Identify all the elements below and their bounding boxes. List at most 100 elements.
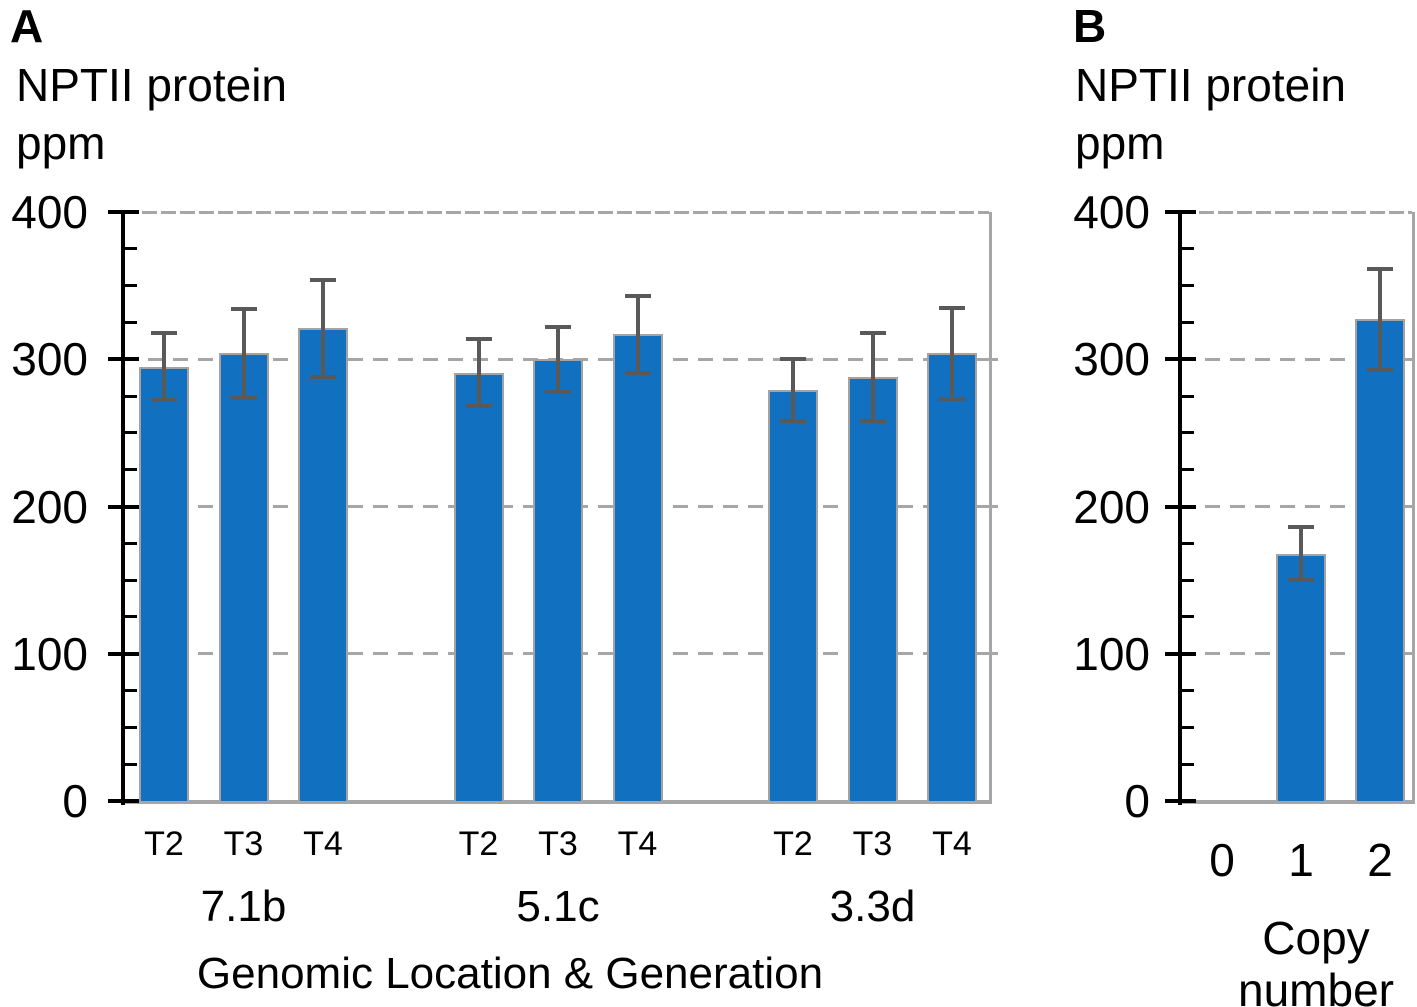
error-bar-line (870, 332, 875, 422)
y-axis-tick-label-0: 0 (1124, 775, 1150, 827)
y-axis-minor-tick-325 (1180, 320, 1194, 324)
panel-a-y-axis-title-line2: ppm (16, 117, 106, 169)
y-axis-major-tick-100 (108, 651, 139, 656)
error-bar-cap-top (624, 293, 651, 298)
y-axis-major-tick-200 (1165, 504, 1196, 509)
panel-b-x-tick-label-2: 2 (1367, 834, 1393, 886)
y-axis-minor-tick-150 (123, 578, 137, 582)
y-axis-minor-tick-375 (123, 247, 137, 251)
y-axis-minor-tick-350 (123, 284, 137, 288)
bar (768, 390, 818, 801)
error-bar-line (321, 279, 325, 377)
y-axis-minor-tick-50 (123, 725, 137, 729)
y-axis-major-tick-0 (108, 799, 139, 803)
error-bar-line (1378, 269, 1382, 370)
y-axis-minor-tick-125 (1180, 615, 1194, 619)
x-axis-tick-label-7.1b-T3: T3 (223, 825, 264, 863)
bar (1276, 553, 1326, 801)
bar (1355, 319, 1405, 801)
y-axis-tick-label-400: 400 (11, 186, 88, 238)
error-bar-line (162, 332, 166, 401)
bar (298, 328, 348, 801)
error-bar-cap-bottom (151, 398, 177, 403)
panel-b-x-tick-label-1: 1 (1288, 834, 1314, 886)
x-axis-tick-label-3.3d-T2: T2 (773, 825, 813, 863)
error-bar-line (1299, 527, 1303, 581)
y-axis-minor-tick-250 (1180, 431, 1194, 435)
x-axis-tick-label-3.3d-T4: T4 (932, 825, 972, 863)
y-axis-tick-label-100: 100 (1073, 627, 1150, 680)
bar (612, 334, 663, 801)
error-bar-cap-bottom (465, 404, 492, 409)
gridline-300 (1180, 357, 1412, 361)
y-axis-minor-tick-275 (123, 394, 137, 398)
y-axis-major-tick-200 (108, 504, 139, 509)
bar (139, 366, 189, 801)
y-axis-major-tick-300 (1165, 357, 1196, 362)
y-axis-minor-tick-175 (123, 541, 137, 545)
panel-b-letter: B (1073, 0, 1107, 52)
gridline-200 (1180, 505, 1412, 508)
error-bar-cap-top (859, 330, 886, 335)
error-bar-cap-bottom (1367, 367, 1393, 372)
group-label-5.1c: 5.1c (516, 882, 600, 931)
y-axis-major-tick-100 (1165, 651, 1196, 656)
bar (533, 359, 583, 801)
gridline-400 (1180, 210, 1412, 214)
y-axis-minor-tick-225 (1180, 468, 1194, 472)
error-bar-line (556, 326, 560, 392)
right-border-tick-100 (983, 652, 998, 656)
bar (847, 376, 898, 801)
x-axis-tick-label-7.1b-T4: T4 (303, 825, 343, 863)
error-bar-cap-top (310, 277, 336, 282)
y-axis-tick-label-200: 200 (11, 480, 88, 533)
error-bar-line (950, 307, 954, 399)
error-bar-cap-top (151, 330, 177, 335)
group-label-3.3d: 3.3d (829, 882, 916, 931)
y-axis-tick-label-400: 400 (1073, 186, 1150, 238)
panel-a-letter: A (10, 0, 44, 52)
y-axis-major-tick-300 (108, 357, 139, 362)
error-bar-cap-top (780, 357, 806, 362)
right-border-tick-300 (983, 357, 998, 361)
panel-b-x-axis-title-line2: number (1238, 964, 1394, 1007)
error-bar-line (635, 295, 640, 373)
x-axis-tick-label-3.3d-T3: T3 (852, 825, 893, 863)
error-bar-cap-bottom (939, 397, 965, 401)
error-bar-cap-bottom (1288, 578, 1314, 583)
x-axis-tick-label-5.1c-T3: T3 (538, 825, 578, 863)
y-axis-minor-tick-375 (1180, 247, 1194, 251)
x-axis-tick-label-7.1b-T2: T2 (144, 825, 184, 863)
error-bar-cap-bottom (545, 389, 571, 394)
error-bar-cap-bottom (624, 370, 651, 375)
panel-b-y-axis-title-line1: NPTII protein (1075, 59, 1346, 111)
y-axis-major-tick-400 (1165, 210, 1196, 214)
error-bar-line (241, 309, 246, 398)
panel-b-x-axis-title: Copy number (1176, 912, 1417, 1007)
bar (218, 353, 269, 801)
panel-a-y-axis-title: NPTII protein ppm (16, 56, 287, 172)
y-axis-major-tick-400 (108, 210, 139, 214)
group-label-7.1b: 7.1b (200, 882, 287, 931)
plot-right-border (1412, 212, 1415, 803)
bar (453, 372, 504, 801)
error-bar-cap-top (1288, 525, 1314, 530)
x-axis-tick-label-5.1c-T2: T2 (458, 825, 499, 863)
y-axis-minor-tick-75 (1180, 689, 1194, 693)
y-axis-minor-tick-225 (123, 468, 137, 472)
y-axis-tick-label-300: 300 (1073, 333, 1150, 386)
y-axis-major-tick-0 (1165, 799, 1196, 803)
y-axis-tick-label-300: 300 (11, 333, 88, 386)
y-axis-minor-tick-250 (123, 431, 137, 435)
x-axis-baseline (1180, 800, 1415, 804)
panel-b-x-tick-label-0: 0 (1209, 834, 1235, 886)
y-axis-minor-tick-350 (1180, 284, 1194, 288)
error-bar-cap-top (465, 336, 492, 341)
panel-b-y-axis-title: NPTII protein ppm (1075, 56, 1346, 172)
y-axis-minor-tick-325 (123, 320, 137, 324)
error-bar-cap-bottom (230, 395, 257, 400)
y-axis-minor-tick-125 (123, 615, 137, 619)
y-axis-minor-tick-25 (123, 762, 137, 766)
error-bar-cap-bottom (859, 419, 886, 424)
